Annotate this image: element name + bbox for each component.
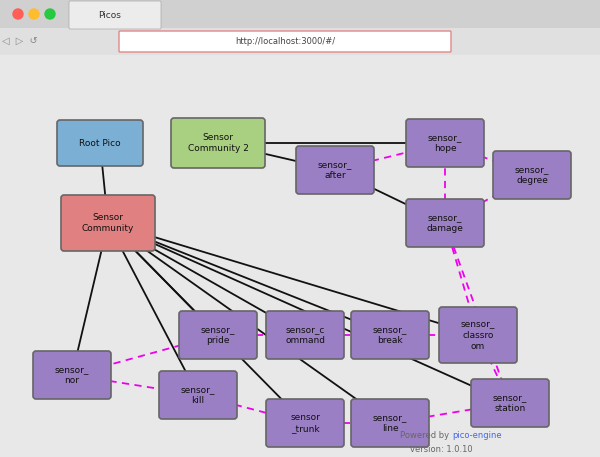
Circle shape bbox=[13, 9, 23, 19]
FancyBboxPatch shape bbox=[159, 371, 237, 419]
Text: Sensor
Community: Sensor Community bbox=[82, 213, 134, 233]
FancyBboxPatch shape bbox=[493, 151, 571, 199]
Bar bbox=[0, 0, 600, 28]
FancyBboxPatch shape bbox=[266, 311, 344, 359]
Text: sensor_
line: sensor_ line bbox=[373, 413, 407, 433]
FancyBboxPatch shape bbox=[471, 379, 549, 427]
Text: ◁  ▷  ↺: ◁ ▷ ↺ bbox=[2, 37, 38, 47]
Text: sensor_
damage: sensor_ damage bbox=[427, 213, 463, 233]
Bar bbox=[0, 28, 600, 55]
Text: sensor_
after: sensor_ after bbox=[318, 160, 352, 180]
Bar bbox=[0, 0, 600, 55]
Text: Sensor
Community 2: Sensor Community 2 bbox=[188, 133, 248, 153]
FancyBboxPatch shape bbox=[266, 399, 344, 447]
Text: sensor_
pride: sensor_ pride bbox=[201, 325, 235, 345]
Text: Picos: Picos bbox=[98, 11, 121, 20]
FancyBboxPatch shape bbox=[61, 195, 155, 251]
Circle shape bbox=[45, 9, 55, 19]
Text: sensor_
degree: sensor_ degree bbox=[515, 165, 549, 185]
FancyBboxPatch shape bbox=[406, 119, 484, 167]
Text: Root Pico: Root Pico bbox=[79, 138, 121, 148]
FancyBboxPatch shape bbox=[351, 399, 429, 447]
FancyBboxPatch shape bbox=[69, 1, 161, 29]
Text: sensor_
nor: sensor_ nor bbox=[55, 365, 89, 385]
Text: Powered by: Powered by bbox=[400, 430, 452, 440]
FancyBboxPatch shape bbox=[33, 351, 111, 399]
Text: sensor_c
ommand: sensor_c ommand bbox=[285, 325, 325, 345]
Text: sensor_
kill: sensor_ kill bbox=[181, 385, 215, 405]
FancyBboxPatch shape bbox=[439, 307, 517, 363]
Text: sensor_
hope: sensor_ hope bbox=[428, 133, 462, 153]
FancyBboxPatch shape bbox=[406, 199, 484, 247]
Text: version: 1.0.10: version: 1.0.10 bbox=[410, 445, 473, 453]
Text: sensor_
station: sensor_ station bbox=[493, 393, 527, 413]
FancyBboxPatch shape bbox=[119, 31, 451, 52]
FancyBboxPatch shape bbox=[296, 146, 374, 194]
Bar bbox=[0, 55, 600, 457]
FancyBboxPatch shape bbox=[179, 311, 257, 359]
Text: sensor_
break: sensor_ break bbox=[373, 325, 407, 345]
Text: pico-engine: pico-engine bbox=[452, 430, 502, 440]
Text: http://localhost:3000/#/: http://localhost:3000/#/ bbox=[235, 37, 335, 46]
Text: sensor_
classro
om: sensor_ classro om bbox=[461, 319, 495, 351]
FancyBboxPatch shape bbox=[57, 120, 143, 166]
Circle shape bbox=[29, 9, 39, 19]
FancyBboxPatch shape bbox=[171, 118, 265, 168]
FancyBboxPatch shape bbox=[351, 311, 429, 359]
Text: sensor
_trunk: sensor _trunk bbox=[290, 413, 320, 433]
